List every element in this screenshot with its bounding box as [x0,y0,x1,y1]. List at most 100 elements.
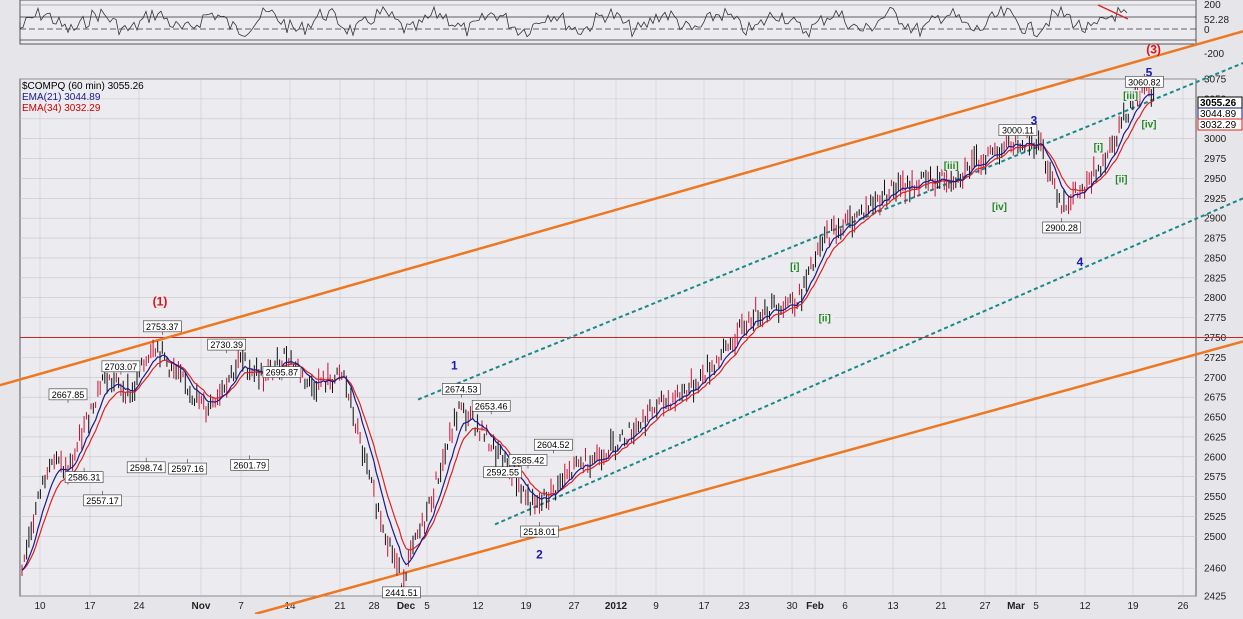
x-tick-label: 26 [1177,601,1189,612]
y-tick-label: 2900 [1204,214,1227,225]
peak-label: 2441.51 [385,588,418,598]
wave-label: (1) [153,295,168,309]
y-tick-label: 2650 [1204,413,1227,424]
y-tick-label: 2550 [1204,492,1227,503]
ema21-line [21,93,1154,571]
wave-label-bg [1112,173,1131,185]
peak-label-box [520,525,559,538]
wave-label-bg [815,312,834,324]
wave-label-bg [1089,141,1108,153]
wave-label-bg [942,159,961,171]
peak-label: 2900.28 [1045,223,1078,233]
wave-label: 3 [1031,113,1038,127]
x-tick-label: 14 [284,601,296,612]
x-tick-label: Mar [1007,601,1025,612]
peak-label: 2753.37 [146,322,179,332]
wave-label: 5 [1146,66,1153,80]
peak-label: 2601.79 [233,460,266,470]
wave-label: [i] [1094,143,1103,154]
x-tick-label: Feb [806,601,824,612]
x-tick-label: Nov [192,601,211,612]
x-tick-label: 6 [842,601,848,612]
peak-label: 2557.17 [86,496,119,506]
wave-label-bg [1121,89,1140,101]
peak-label-box [83,494,122,507]
symbol-label: $COMPQ (60 min) 3055.26 [22,81,144,92]
peak-label: 3060.82 [1128,77,1161,87]
peak-label: 2730.39 [210,340,243,350]
wave-label: [iv] [992,202,1007,213]
x-tick-label: 13 [887,601,899,612]
y-tick-label: 2500 [1204,532,1227,543]
y-tick-label: 2460 [1204,564,1227,575]
x-tick-label: 27 [568,601,580,612]
x-tick-label: 5 [424,601,430,612]
ema34-line [21,99,1154,571]
wave-label-bg [1140,118,1158,130]
peak-label: 2518.01 [523,527,556,537]
peak-label: 2653.46 [475,401,508,411]
y-tick-label: 2575 [1204,472,1227,483]
y-tick-label: 3000 [1204,134,1227,145]
x-tick-label: 9 [653,601,659,612]
x-tick-label: 21 [935,601,947,612]
y-tick-label: 2875 [1204,234,1227,245]
wave-label-bg [785,260,804,272]
peak-label: 2586.31 [68,473,101,483]
wave-label: 2 [536,548,543,562]
y-tick-label: 2725 [1204,353,1227,364]
y-tick-label: 2425 [1204,592,1227,603]
x-tick-label: 10 [34,601,46,612]
wave-label: [iii] [944,161,959,172]
peak-label-box [143,320,182,333]
price-flag-label: 3055.26 [1200,98,1237,109]
price-flag-box [1197,118,1243,131]
peak-label: 3000.11 [1002,126,1034,136]
x-tick-label: 7 [238,601,244,612]
peak-label-box [168,462,207,475]
peak-label: 2598.74 [130,463,163,473]
indicator-panel [19,0,1197,45]
x-tick-label: 28 [368,601,380,612]
indicator-trendline [1097,4,1129,20]
y-tick-label: 2525 [1204,512,1227,523]
x-tick-label: 17 [698,601,710,612]
peak-label: 2667.85 [52,390,85,400]
indicator-line [19,5,1128,38]
price-flag-label: 3044.89 [1200,109,1237,120]
x-tick-label: 12 [1079,601,1091,612]
price-flag-label: 3032.29 [1200,120,1237,131]
peak-label-box [64,471,104,483]
wave-label: [iii] [1123,91,1138,102]
legend-ema21: EMA(21) 3044.89 [22,92,101,103]
x-tick-label: 19 [520,601,532,612]
x-tick-label: 30 [786,601,798,612]
y-tick-label: 3075 [1204,75,1227,86]
wave-label: [ii] [1115,174,1127,185]
indicator-tick-label: -200 [1204,49,1224,60]
channel-teal-upper [417,62,1243,401]
channel-teal-lower [494,197,1243,526]
peak-label-box [508,454,548,466]
indicator-tick-label: 52.28 [1204,15,1229,26]
peak-label: 2703.07 [105,362,138,372]
x-tick-label: Dec [397,601,416,612]
x-tick-label: 21 [334,601,346,612]
peak-label-box [1042,221,1081,234]
wave-label: [i] [790,262,799,273]
peak-label: 2597.16 [171,464,204,474]
y-tick-label: 2750 [1204,333,1227,344]
y-tick-label: 2600 [1204,452,1227,463]
peak-label-box [1125,75,1164,88]
peak-label: 2604.52 [537,440,570,450]
y-tick-label: 2825 [1204,273,1227,284]
channel-lower [254,340,1243,616]
x-tick-label: 5 [1033,601,1039,612]
peak-label-box [101,360,141,373]
wave-label: [ii] [819,314,831,325]
peak-label-box [48,388,88,401]
x-tick-label: 23 [738,601,750,612]
peak-label-box [126,461,166,474]
peak-label-box [533,438,573,451]
